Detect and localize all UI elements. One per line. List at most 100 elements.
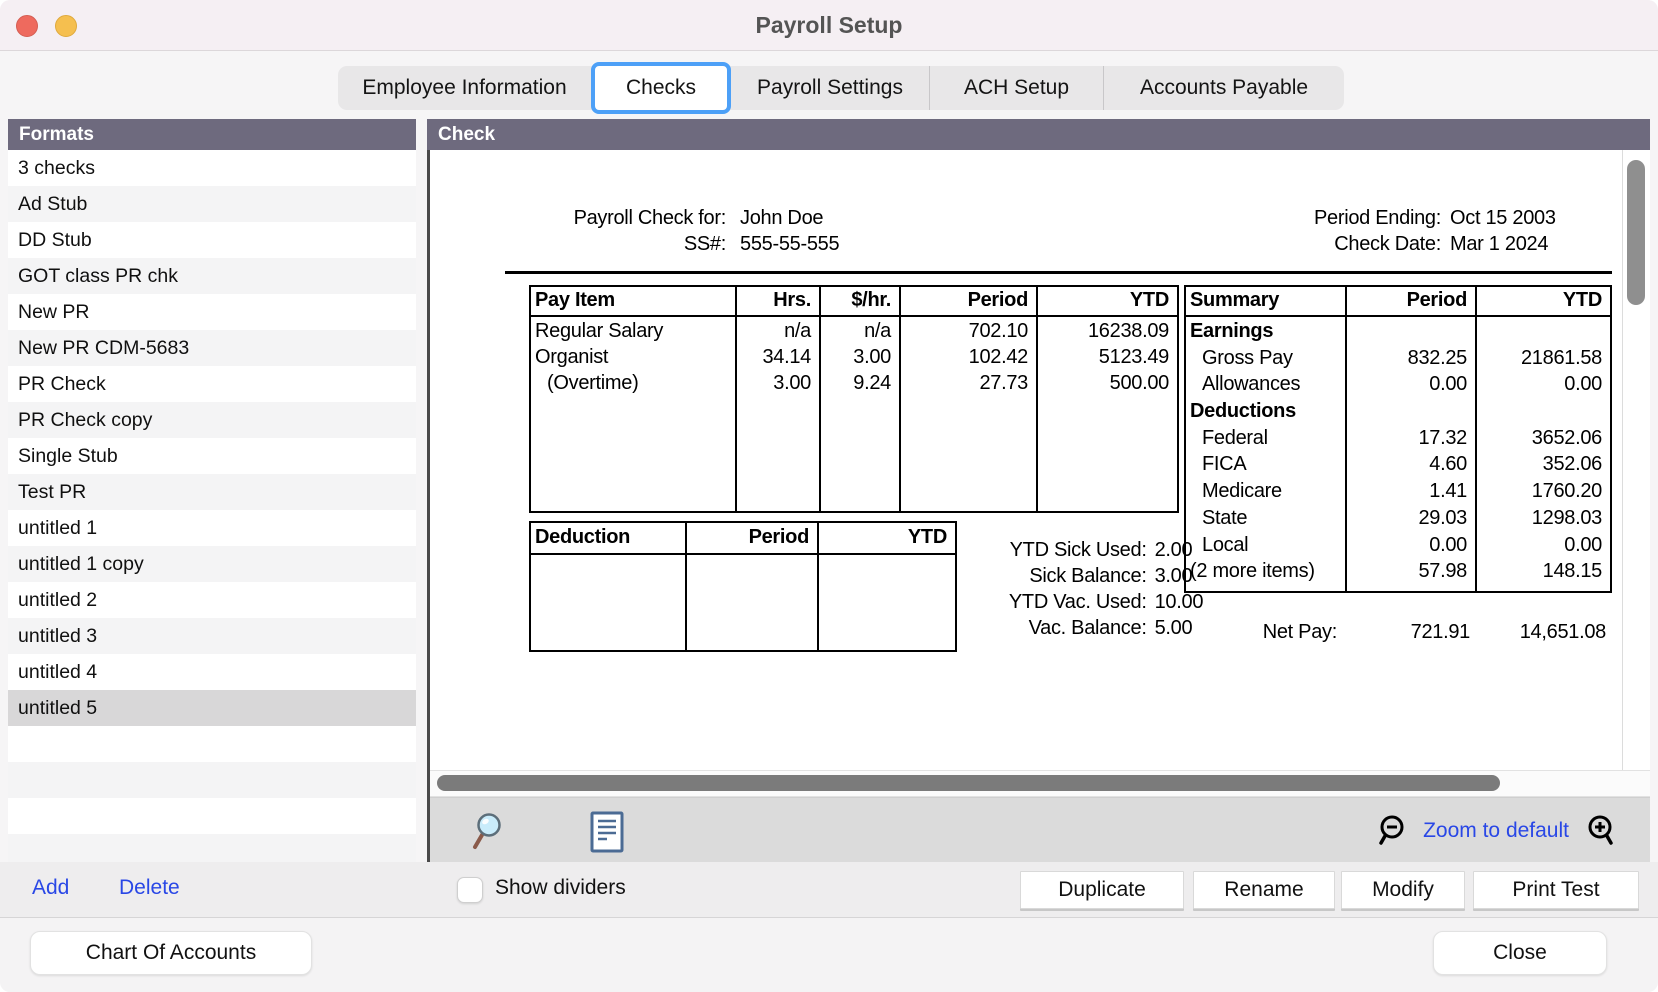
summary-row: (2 more items) 57.98 148.15: [1190, 560, 1602, 583]
format-list-item[interactable]: untitled 1: [18, 517, 98, 539]
format-list-item[interactable]: untitled 1 copy: [18, 553, 144, 575]
summary-row: FICA 4.60 352.06: [1202, 453, 1602, 476]
period-ending-label: Period Ending:: [1313, 207, 1441, 229]
format-list-item[interactable]: Test PR: [18, 481, 87, 503]
format-list-item[interactable]: Ad Stub: [18, 193, 88, 215]
tab-payroll-settings[interactable]: Payroll Settings: [757, 76, 903, 99]
pay-item-row: Regular Salary n/a n/a 702.10 16238.09: [535, 320, 1169, 342]
horizontal-scrollbar-thumb[interactable]: [437, 775, 1500, 791]
bottom-bar: Chart Of Accounts Close: [0, 918, 1658, 992]
check-preview-canvas: Payroll Check for: John Doe SS#: 555-55-…: [430, 150, 1622, 770]
net-pay-ytd-value: 14,651.08: [1519, 621, 1607, 643]
preview-toolbar: Zoom to default: [430, 797, 1650, 862]
summary-row: Gross Pay 832.25 21861.58: [1202, 346, 1602, 369]
zoom-in-icon[interactable]: [1581, 814, 1615, 848]
chart-of-accounts-button[interactable]: Chart Of Accounts: [30, 931, 312, 975]
tab-ach-setup[interactable]: ACH Setup: [929, 66, 1103, 110]
format-list-item[interactable]: New PR CDM-5683: [18, 337, 190, 359]
show-dividers-label: Show dividers: [495, 876, 626, 899]
pay-item-row: Organist 34.14 3.00 102.42 5123.49: [535, 346, 1169, 368]
summary-row: Medicare 1.41 1760.20: [1202, 480, 1602, 503]
net-pay-label: Net Pay:: [1262, 621, 1338, 643]
summary-row: Local 0.00 0.00: [1202, 533, 1602, 556]
hrs-col-header: Hrs.: [773, 289, 811, 311]
ssn-label: SS#:: [683, 233, 726, 255]
duplicate-button[interactable]: Duplicate: [1020, 871, 1184, 909]
format-list-item[interactable]: Single Stub: [18, 445, 118, 467]
zoom-to-default-link[interactable]: Zoom to default: [1423, 818, 1569, 842]
check-preview-panel: Payroll Check for: John Doe SS#: 555-55-…: [427, 150, 1650, 862]
tab-checks[interactable]: Checks: [591, 62, 731, 114]
formats-panel-header: Formats: [8, 119, 416, 150]
actions-bar: Add Delete Show dividers Duplicate Renam…: [0, 862, 1658, 918]
deduction-ytd-col-header: YTD: [907, 526, 947, 548]
leave-balances: YTD Sick Used: 2.00 Sick Balance: 3.00 Y…: [850, 537, 1280, 641]
rename-button[interactable]: Rename: [1193, 871, 1335, 909]
leave-balance-line: Sick Balance: 3.00: [1029, 565, 1193, 587]
modify-button[interactable]: Modify: [1341, 871, 1465, 909]
show-dividers-checkbox[interactable]: [457, 877, 483, 903]
titlebar: Payroll Setup: [0, 0, 1658, 51]
payee-label: Payroll Check for:: [573, 207, 727, 229]
summary-row: Earnings: [1190, 320, 1274, 342]
close-window-button[interactable]: [16, 15, 38, 37]
format-list-item[interactable]: GOT class PR chk: [18, 265, 179, 287]
format-list-item[interactable]: untitled 2: [18, 589, 98, 611]
check-date-label: Check Date:: [1334, 233, 1441, 255]
net-pay-period-value: 721.91: [1410, 621, 1471, 643]
tab-bar: Employee Information Checks Payroll Sett…: [338, 62, 1344, 114]
period-col-header: Period: [967, 289, 1029, 311]
tab-accounts-payable[interactable]: Accounts Payable: [1103, 66, 1344, 110]
horizontal-scrollbar[interactable]: [430, 770, 1650, 797]
vertical-scrollbar[interactable]: [1622, 150, 1650, 770]
zoom-out-icon[interactable]: [1377, 814, 1411, 848]
summary-table: Summary Period YTD Earnings Gross: [1184, 285, 1612, 593]
check-date-value: Mar 1 2024: [1450, 233, 1549, 255]
deductions-table: Deduction Period YTD: [529, 521, 957, 652]
vertical-scrollbar-thumb[interactable]: [1627, 160, 1645, 305]
leave-balance-line: Vac. Balance: 5.00: [1028, 617, 1193, 639]
zoom-controls: Zoom to default: [1377, 798, 1615, 863]
summary-row: State 29.03 1298.03: [1202, 506, 1602, 529]
deduction-period-col-header: Period: [748, 526, 810, 548]
summary-row: Allowances 0.00 0.00: [1202, 373, 1602, 396]
check-header-rule: [505, 271, 1612, 274]
leave-balance-line: YTD Sick Used: 2.00: [1009, 539, 1193, 561]
format-list-item[interactable]: DD Stub: [18, 229, 92, 251]
pay-items-table: Pay Item Hrs. $/hr. Period YTD Regular S…: [529, 285, 1179, 513]
summary-period-col-header: Period: [1406, 289, 1468, 311]
pay-item-row: (Overtime) 3.00 9.24 27.73 500.00: [547, 372, 1169, 394]
delete-button[interactable]: Delete: [119, 876, 180, 899]
payee-value: John Doe: [740, 207, 824, 229]
magnifier-icon[interactable]: [470, 811, 508, 856]
format-list-item[interactable]: New PR: [18, 301, 90, 323]
format-list-item[interactable]: untitled 5: [8, 690, 416, 726]
formats-list: 3 checks Ad Stub DD Stub GOT class PR ch…: [8, 150, 416, 862]
print-test-button[interactable]: Print Test: [1473, 871, 1639, 909]
pay-items-header-row: Pay Item Hrs. $/hr. Period YTD: [531, 287, 1177, 317]
format-list-item[interactable]: 3 checks: [18, 157, 95, 179]
deductions-header-row: Deduction Period YTD: [531, 523, 955, 555]
window-title: Payroll Setup: [755, 12, 903, 38]
format-list-item[interactable]: PR Check: [18, 373, 106, 395]
tab-employee-information[interactable]: Employee Information: [362, 76, 567, 99]
pay-item-col-header: Pay Item: [535, 289, 615, 311]
format-list-item[interactable]: untitled 4: [18, 661, 98, 683]
ssn-value: 555-55-555: [740, 233, 840, 255]
ytd-col-header: YTD: [1129, 289, 1169, 311]
check-panel-header: Check: [427, 119, 1650, 150]
summary-row: Deductions: [1190, 400, 1296, 423]
format-list-item[interactable]: untitled 3: [18, 625, 98, 647]
document-lines-icon[interactable]: [590, 811, 624, 858]
summary-ytd-col-header: YTD: [1562, 289, 1602, 311]
leave-balance-line: YTD Vac. Used: 10.00: [1008, 591, 1204, 613]
deduction-col-header: Deduction: [535, 526, 631, 548]
summary-header-row: Summary Period YTD: [1186, 287, 1610, 317]
minimize-window-button[interactable]: [55, 15, 77, 37]
add-button[interactable]: Add: [32, 876, 70, 899]
period-ending-value: Oct 15 2003: [1450, 207, 1556, 229]
format-list-item[interactable]: PR Check copy: [18, 409, 153, 431]
summary-row: Federal 17.32 3652.06: [1202, 426, 1602, 449]
close-button[interactable]: Close: [1433, 931, 1607, 975]
